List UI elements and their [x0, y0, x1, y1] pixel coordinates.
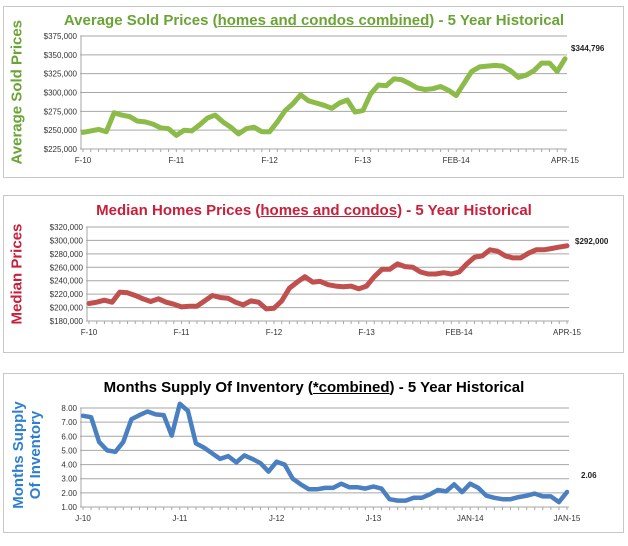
- title-suffix: ) - 5 Year Historical: [389, 379, 525, 396]
- x-tick-label: FEB-14: [443, 156, 471, 165]
- series-line: [86, 243, 570, 312]
- end-value-label: 2.06: [581, 471, 597, 480]
- y-tick-label: $250,000: [44, 126, 78, 135]
- y-tick-label: 6.00: [61, 432, 77, 441]
- title-suffix: ) - 5 Year Historical: [397, 202, 532, 219]
- x-tick-label: FEB-14: [446, 328, 474, 337]
- x-tick-label: J-13: [366, 514, 382, 523]
- y-tick-label: $200,000: [50, 304, 84, 313]
- x-tick-label: J-12: [269, 514, 285, 523]
- y-tick-label: $325,000: [44, 70, 78, 79]
- x-tick-label: APR-15: [551, 156, 580, 165]
- median-prices-chart: [3, 195, 624, 353]
- y-tick-label: $300,000: [50, 236, 84, 245]
- title-suffix: ) - 5 Year Historical: [429, 12, 565, 29]
- chart-title: Months Supply Of Inventory (*combined) -…: [0, 379, 628, 396]
- title-underlined: homes and condos combined: [217, 12, 430, 29]
- y-tick-label: $225,000: [44, 145, 78, 154]
- title-prefix: Median Homes Prices (: [96, 202, 261, 219]
- y-tick-label: $375,000: [44, 32, 78, 41]
- y-tick-label: $180,000: [50, 317, 84, 326]
- y-tick-label: 5.00: [61, 446, 77, 455]
- y-tick-label: $275,000: [44, 107, 78, 116]
- y-tick-label: $220,000: [50, 290, 84, 299]
- x-tick-label: F-11: [168, 156, 184, 165]
- x-tick-label: J-10: [75, 514, 91, 523]
- x-tick-label: F-12: [266, 328, 283, 337]
- x-tick-label: F-11: [174, 328, 190, 337]
- x-tick-label: F-13: [355, 156, 372, 165]
- y-tick-label: $320,000: [50, 223, 84, 232]
- months-supply-chart: [3, 373, 624, 533]
- chart-title: Median Homes Prices (homes and condos) -…: [0, 202, 628, 219]
- chart-title: Average Sold Prices (homes and condos co…: [0, 12, 628, 29]
- y-tick-label: 3.00: [61, 475, 77, 484]
- title-prefix: Average Sold Prices (: [63, 12, 218, 29]
- x-tick-label: J-11: [172, 514, 188, 523]
- y-tick-label: $260,000: [50, 263, 84, 272]
- title-underlined: homes and condos: [260, 202, 398, 219]
- end-value-label: $292,000: [575, 237, 609, 246]
- y-tick-label: $300,000: [44, 89, 78, 98]
- y-tick-label: $240,000: [50, 277, 84, 286]
- title-underlined: *combined: [312, 379, 390, 396]
- y-tick-label: 1.00: [61, 503, 77, 512]
- x-tick-label: F-10: [75, 156, 92, 165]
- x-tick-label: APR-15: [553, 328, 582, 337]
- series-line: [80, 401, 570, 505]
- end-value-label: $344,796: [571, 44, 605, 53]
- title-prefix: Months Supply Of Inventory (: [103, 379, 313, 396]
- y-tick-label: 2.00: [61, 489, 77, 498]
- x-tick-label: JAN-15: [554, 514, 581, 523]
- x-tick-label: JAN-14: [457, 514, 484, 523]
- y-tick-label: 8.00: [61, 404, 77, 413]
- x-tick-label: F-13: [358, 328, 375, 337]
- series-line: [80, 56, 568, 138]
- y-tick-label: $350,000: [44, 51, 78, 60]
- y-tick-label: 7.00: [61, 418, 77, 427]
- x-tick-label: F-12: [261, 156, 278, 165]
- x-tick-label: F-10: [81, 328, 98, 337]
- y-tick-label: 4.00: [61, 461, 77, 470]
- y-tick-label: $280,000: [50, 250, 84, 259]
